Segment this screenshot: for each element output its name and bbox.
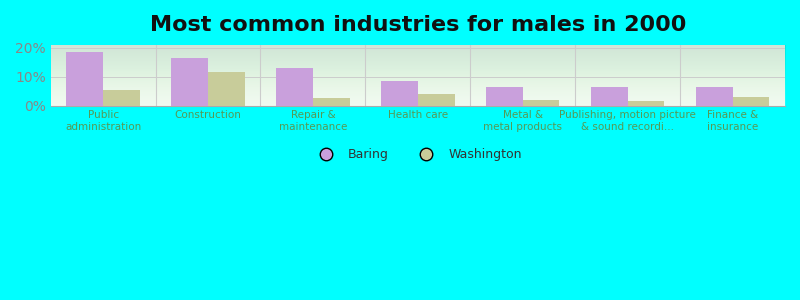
- Bar: [171, 58, 208, 106]
- Bar: [733, 97, 770, 106]
- Bar: [276, 68, 313, 106]
- Bar: [66, 52, 103, 106]
- Title: Most common industries for males in 2000: Most common industries for males in 2000: [150, 15, 686, 35]
- Bar: [313, 98, 350, 106]
- Bar: [381, 81, 418, 106]
- Legend: Baring, Washington: Baring, Washington: [308, 143, 527, 167]
- Bar: [522, 100, 559, 106]
- Bar: [591, 87, 628, 106]
- Bar: [418, 94, 454, 106]
- Bar: [103, 90, 140, 106]
- Bar: [486, 87, 522, 106]
- Bar: [696, 87, 733, 106]
- Bar: [628, 101, 664, 106]
- Bar: [208, 72, 245, 106]
